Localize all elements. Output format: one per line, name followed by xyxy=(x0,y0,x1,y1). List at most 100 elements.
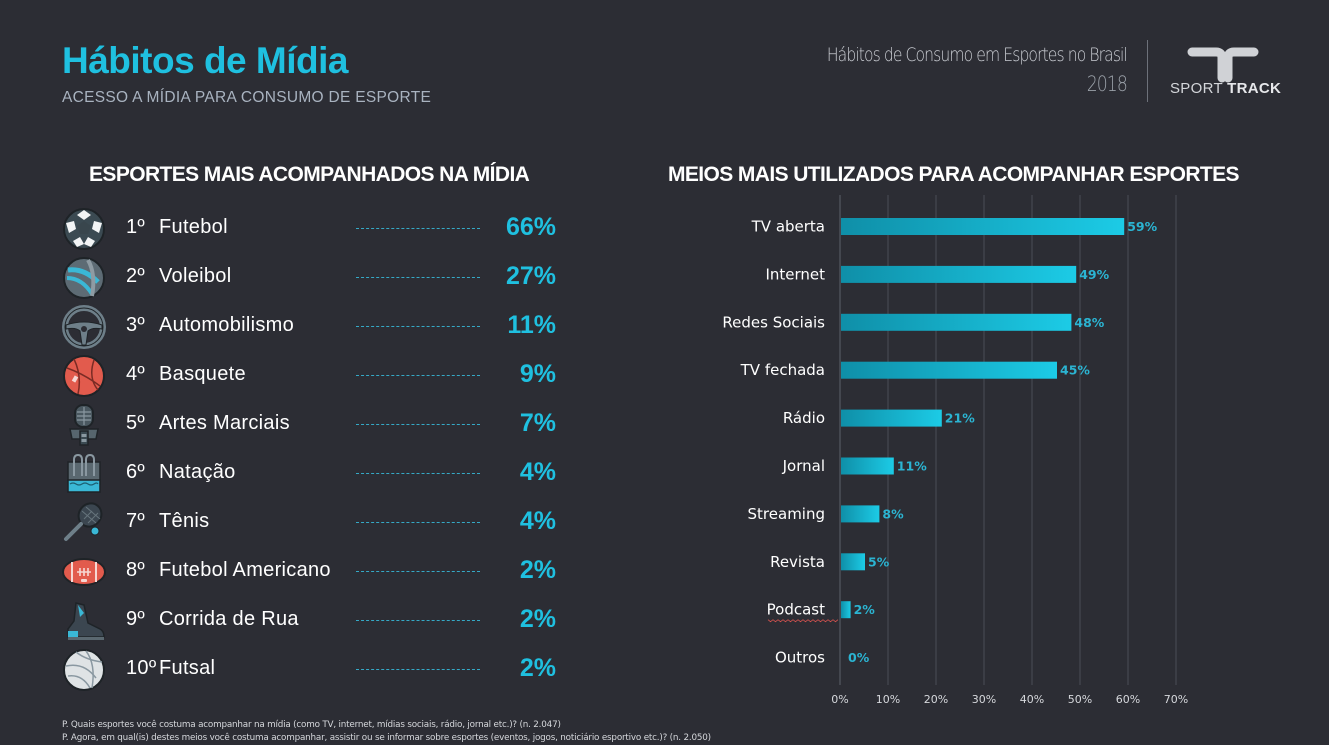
sport-rank: 6º xyxy=(126,461,146,483)
sport-row: 2º Voleibol 27% xyxy=(56,253,566,302)
x-tick-label: 0% xyxy=(831,693,848,706)
sport-row: 9º Corrida de Rua 2% xyxy=(56,596,566,645)
dashed-leader xyxy=(356,228,480,229)
x-tick-label: 50% xyxy=(1068,693,1092,706)
sport-name: Artes Marciais xyxy=(159,412,290,434)
category-label: Rádio xyxy=(783,409,825,427)
spellcheck-underline xyxy=(767,619,839,623)
steering-wheel-icon xyxy=(62,305,106,349)
x-tick-label: 20% xyxy=(924,693,948,706)
american-football-icon xyxy=(62,558,106,586)
data-label: 11% xyxy=(897,459,927,474)
logo-text-light: SPORT xyxy=(1170,80,1223,97)
sport-percentage: 2% xyxy=(519,654,556,682)
futsal-ball-icon xyxy=(63,649,105,691)
bar xyxy=(841,313,1072,331)
footnote-1: P. Quais esportes você costuma acompanha… xyxy=(62,720,561,730)
sport-name: Basquete xyxy=(159,363,246,385)
sport-label: 6º Natação xyxy=(126,461,236,484)
bar xyxy=(841,505,880,523)
sport-row: 7º Tênis 4% xyxy=(56,498,566,547)
bar xyxy=(841,409,942,427)
volleyball-icon xyxy=(63,257,105,299)
bar xyxy=(841,601,851,619)
footnote-2: P. Agora, em qual(is) destes meios você … xyxy=(62,733,711,743)
sport-name: Tênis xyxy=(159,510,210,532)
dashed-leader xyxy=(356,473,480,474)
sport-percentage: 4% xyxy=(519,458,556,486)
dashed-leader xyxy=(356,326,480,327)
data-label: 21% xyxy=(945,411,975,426)
sport-label: 2º Voleibol xyxy=(126,265,231,288)
sports-ranking-list: 1º Futebol 66% 2º Voleibol 27% 3º Automobilismo… xyxy=(56,204,566,694)
data-label: 45% xyxy=(1060,363,1090,378)
sport-percentage: 11% xyxy=(507,311,556,339)
sport-label: 8º Futebol Americano xyxy=(126,559,331,582)
bar xyxy=(841,361,1057,379)
sport-track-logo-icon xyxy=(1187,47,1259,83)
sport-percentage: 7% xyxy=(519,409,556,437)
data-label: 0% xyxy=(848,650,870,665)
sport-percentage: 2% xyxy=(519,605,556,633)
sport-row: 3º Automobilismo 11% xyxy=(56,302,566,351)
media-section-title: MEIOS MAIS UTILIZADOS PARA ACOMPANHAR ES… xyxy=(668,163,1240,186)
x-tick-label: 40% xyxy=(1020,693,1044,706)
data-label: 8% xyxy=(882,506,904,521)
sport-rank: 4º xyxy=(126,363,146,385)
bar xyxy=(841,265,1077,283)
bar xyxy=(841,218,1125,235)
bar xyxy=(841,457,894,475)
sport-name: Voleibol xyxy=(159,265,232,287)
sport-rank: 3º xyxy=(126,314,146,336)
report-heading: Hábitos de Consumo em Esportes no Brasil… xyxy=(761,44,1128,96)
dashed-leader xyxy=(356,522,480,523)
sport-rank: 5º xyxy=(126,412,146,434)
sport-name: Automobilismo xyxy=(159,314,295,336)
category-label: Podcast xyxy=(767,601,825,619)
chart-svg: 0% 10% 20% 30% 40% 50% 60% 70% TV aberta 59% Inter… xyxy=(722,195,1188,706)
sport-rank: 7º xyxy=(126,510,146,532)
sport-label: 7º Tênis xyxy=(126,510,209,533)
basketball-icon xyxy=(63,355,105,397)
x-tick-label: 10% xyxy=(876,693,900,706)
sport-name: Futebol Americano xyxy=(159,559,331,581)
x-tick-label: 70% xyxy=(1164,693,1188,706)
logo-wordmark: SPORT TRACK xyxy=(1170,80,1281,97)
data-label: 5% xyxy=(868,554,890,569)
sport-row: 6º Natação 4% xyxy=(56,449,566,498)
sport-row: 1º Futebol 66% xyxy=(56,204,566,253)
sports-section-title: ESPORTES MAIS ACOMPANHADOS NA MÍDIA xyxy=(89,163,530,186)
sport-label: 4º Basquete xyxy=(126,363,246,386)
media-bar-chart: 0% 10% 20% 30% 40% 50% 60% 70% TV aberta 59% Inter… xyxy=(660,195,1300,710)
report-title: Hábitos de Consumo em Esportes no Brasil xyxy=(826,44,1128,66)
category-label: Redes Sociais xyxy=(722,313,825,331)
page-title: Hábitos de Mídia xyxy=(62,40,348,81)
category-label: Internet xyxy=(765,265,825,283)
data-label: 49% xyxy=(1079,267,1109,282)
dashed-leader xyxy=(356,571,480,572)
running-shoe-icon xyxy=(67,602,105,640)
dashed-leader xyxy=(356,424,480,425)
sport-rank: 10º xyxy=(126,657,157,679)
footnotes: P. Quais esportes você costuma acompanha… xyxy=(62,719,711,745)
sport-name: Corrida de Rua xyxy=(159,608,299,630)
sport-row: 5º Artes Marciais 7% xyxy=(56,400,566,449)
x-tick-label: 60% xyxy=(1116,693,1140,706)
bar xyxy=(841,553,865,571)
swimming-pool-icon xyxy=(67,453,101,493)
data-label: 2% xyxy=(854,602,876,617)
page-subtitle: ACESSO A MÍDIA PARA CONSUMO DE ESPORTE xyxy=(62,89,432,106)
tennis-racket-icon xyxy=(64,502,103,541)
sport-percentage: 4% xyxy=(519,507,556,535)
sport-rank: 9º xyxy=(126,608,146,630)
sport-label: 5º Artes Marciais xyxy=(126,412,290,435)
sport-rank: 2º xyxy=(126,265,146,287)
sport-percentage: 27% xyxy=(505,262,556,290)
logo-text-bold: TRACK xyxy=(1227,80,1282,97)
category-label: Revista xyxy=(770,553,825,571)
sport-name: Natação xyxy=(159,461,236,483)
category-label: Outros xyxy=(775,649,825,667)
sport-label: 9º Corrida de Rua xyxy=(126,608,299,631)
sport-row: 4º Basquete 9% xyxy=(56,351,566,400)
data-label: 59% xyxy=(1127,219,1157,234)
